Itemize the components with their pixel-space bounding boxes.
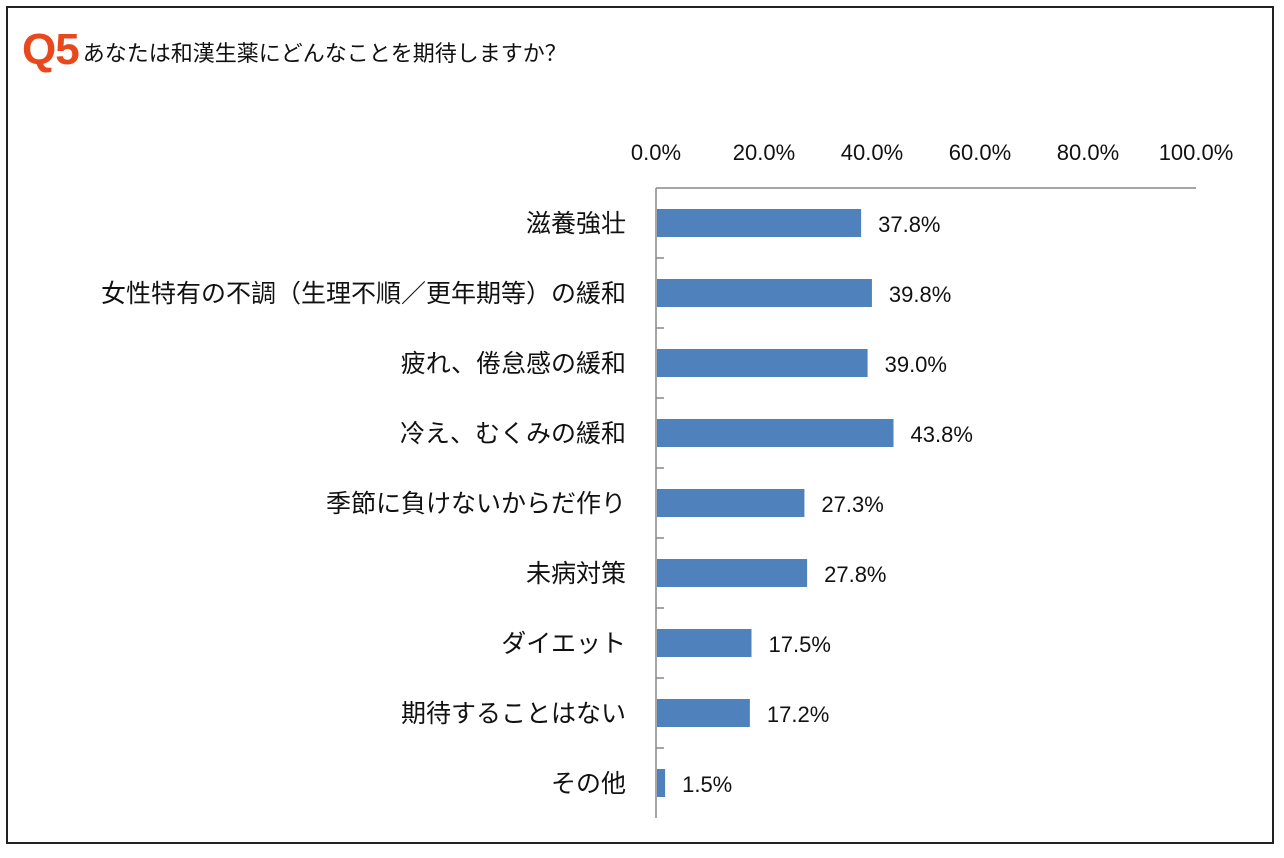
category-label: 未病対策 bbox=[526, 559, 626, 588]
bar bbox=[657, 209, 862, 237]
x-tick-label: 60.0% bbox=[949, 140, 1011, 165]
bar bbox=[657, 349, 868, 377]
question-text: あなたは和漢生薬にどんなことを期待しますか？ bbox=[82, 42, 567, 67]
data-label: 17.2% bbox=[767, 702, 829, 727]
chart-frame bbox=[6, 6, 1274, 844]
x-tick-label: 0.0% bbox=[631, 140, 681, 165]
data-label: 37.8% bbox=[878, 212, 940, 237]
x-tick-label: 40.0% bbox=[841, 140, 903, 165]
x-tick-label: 100.0% bbox=[1159, 140, 1234, 165]
data-label: 39.0% bbox=[885, 352, 947, 377]
question-number: Q5 bbox=[22, 25, 80, 74]
bar bbox=[657, 559, 808, 587]
data-label: 27.8% bbox=[824, 562, 886, 587]
data-label: 43.8% bbox=[911, 422, 973, 447]
data-label: 17.5% bbox=[769, 632, 831, 657]
category-label: 冷え、むくみの緩和 bbox=[400, 419, 626, 448]
category-label: 女性特有の不調（生理不順／更年期等）の緩和 bbox=[101, 279, 626, 308]
data-label: 1.5% bbox=[682, 772, 732, 797]
category-label: ダイエット bbox=[501, 629, 626, 658]
category-label: 疲れ、倦怠感の緩和 bbox=[401, 349, 626, 378]
bar bbox=[657, 279, 872, 307]
bar bbox=[657, 769, 666, 797]
question-title: Q5 あなたは和漢生薬にどんなことを期待しますか？ bbox=[22, 28, 567, 72]
bar bbox=[657, 629, 752, 657]
data-label: 39.8% bbox=[889, 282, 951, 307]
data-label: 27.3% bbox=[821, 492, 883, 517]
bar bbox=[657, 699, 750, 727]
category-label: 滋養強壮 bbox=[526, 209, 626, 238]
category-label: 季節に負けないからだ作り bbox=[326, 489, 626, 518]
category-label: 期待することはない bbox=[401, 699, 626, 728]
bar bbox=[657, 419, 894, 447]
bar bbox=[657, 489, 805, 517]
x-tick-label: 20.0% bbox=[733, 140, 795, 165]
category-label: その他 bbox=[551, 769, 626, 798]
x-tick-label: 80.0% bbox=[1057, 140, 1119, 165]
